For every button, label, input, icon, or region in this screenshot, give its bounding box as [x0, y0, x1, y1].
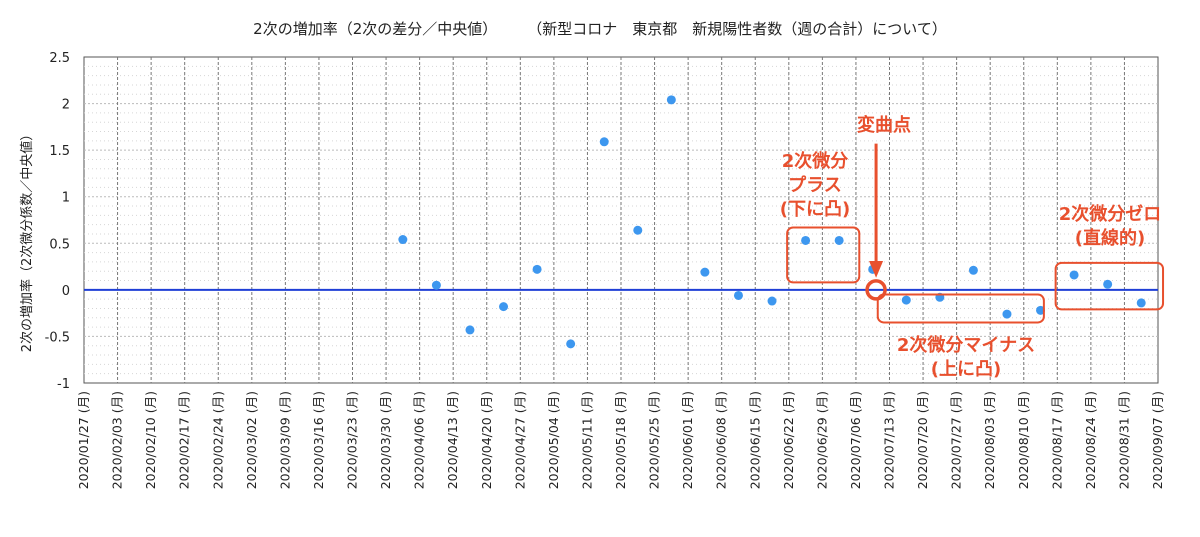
data-point	[700, 267, 710, 277]
x-tick-label: 2020/07/13 (月)	[882, 391, 897, 489]
x-tick-label: 2020/08/17 (月)	[1049, 391, 1064, 489]
x-tick-label: 2020/04/06 (月)	[412, 391, 427, 489]
annotation-second-derivative-zero: 2次微分ゼロ (直線的)	[1058, 204, 1162, 249]
inflection-point-marker	[865, 279, 887, 301]
annotation-box-minus	[876, 293, 1045, 324]
annotation-overlays	[786, 143, 1165, 324]
x-tick-label: 2020/04/13 (月)	[445, 391, 460, 489]
data-point	[834, 235, 844, 245]
data-points	[398, 95, 1146, 349]
x-tick-label: 2020/06/08 (月)	[714, 391, 729, 489]
x-tick-label: 2020/07/20 (月)	[915, 391, 930, 489]
data-point	[532, 264, 542, 274]
y-tick-label: -0.5	[45, 330, 70, 345]
x-tick-label: 2020/01/27 (月)	[76, 391, 91, 489]
y-axis-label: 2次の増加率（2次微分係数／中央値）	[20, 127, 35, 353]
x-tick-label: 2020/06/29 (月)	[814, 391, 829, 489]
x-tick-label: 2020/05/18 (月)	[613, 391, 628, 489]
annotation-inflection-point: 変曲点	[857, 115, 911, 136]
x-tick-label: 2020/03/30 (月)	[378, 391, 393, 489]
x-tick-label: 2020/04/27 (月)	[512, 391, 527, 489]
data-point	[1069, 270, 1079, 280]
y-tick-label: 2.5	[49, 51, 70, 66]
data-point	[431, 280, 441, 290]
data-point	[1036, 305, 1046, 315]
y-tick-label: 0.5	[49, 237, 70, 252]
data-point	[633, 225, 643, 235]
data-point	[465, 325, 475, 335]
x-tick-label: 2020/08/03 (月)	[982, 391, 997, 489]
x-tick-label: 2020/07/06 (月)	[848, 391, 863, 489]
x-tick-label: 2020/08/24 (月)	[1083, 391, 1098, 489]
data-point	[767, 296, 777, 306]
annotation-box-plus	[786, 226, 861, 284]
x-tick-label: 2020/06/15 (月)	[747, 391, 762, 489]
data-point	[666, 95, 676, 105]
x-tick-label: 2020/05/25 (月)	[647, 391, 662, 489]
y-tick-label: 1.5	[49, 144, 70, 159]
x-tick-label: 2020/02/03 (月)	[110, 391, 125, 489]
y-tick-label: 1	[62, 191, 70, 206]
chart-title: 2次の増加率（2次の差分／中央値） （新型コロナ 東京都 新規陽性者数（週の合計…	[253, 20, 947, 38]
x-tick-label: 2020/02/17 (月)	[177, 391, 192, 489]
x-tick-label: 2020/03/23 (月)	[345, 391, 360, 489]
data-point	[901, 295, 911, 305]
y-tick-label: 2	[62, 98, 70, 113]
x-tick-label: 2020/05/11 (月)	[579, 391, 594, 489]
x-tick-label: 2020/05/04 (月)	[546, 391, 561, 489]
x-tick-label: 2020/04/20 (月)	[479, 391, 494, 489]
x-tick-label: 2020/08/10 (月)	[1016, 391, 1031, 489]
x-tick-label: 2020/03/16 (月)	[311, 391, 326, 489]
x-tick-label: 2020/09/07 (月)	[1150, 391, 1165, 489]
data-point	[499, 302, 509, 312]
x-tick-label: 2020/07/27 (月)	[949, 391, 964, 489]
data-point	[968, 265, 978, 275]
data-point	[1103, 279, 1113, 289]
x-tick-labels: 2020/01/27 (月) 2020/02/03 (月) 2020/02/10 (…	[76, 391, 1165, 489]
data-point	[599, 137, 609, 147]
data-point	[1002, 309, 1012, 319]
vertical-gridlines	[117, 57, 1125, 383]
data-point	[566, 339, 576, 349]
annotation-second-derivative-minus: 2次微分マイナス (上に凸)	[896, 335, 1036, 380]
data-point	[1136, 298, 1146, 308]
annotation-box-zero	[1054, 261, 1165, 311]
x-tick-label: 2020/03/02 (月)	[244, 391, 259, 489]
y-tick-label: -1	[57, 377, 70, 392]
y-tick-labels: 2.5 2 1.5 1 0.5 0 -0.5 -1	[45, 51, 70, 392]
annotation-second-derivative-plus: 2次微分 プラス (下に凸)	[779, 151, 851, 220]
data-point	[801, 235, 811, 245]
y-tick-label: 0	[62, 284, 70, 299]
data-point	[733, 290, 743, 300]
data-point	[398, 235, 408, 245]
x-tick-label: 2020/06/22 (月)	[781, 391, 796, 489]
x-tick-label: 2020/08/31 (月)	[1116, 391, 1131, 489]
x-tick-label: 2020/02/24 (月)	[210, 391, 225, 489]
annotation-arrow-head	[869, 260, 884, 278]
x-tick-label: 2020/06/01 (月)	[680, 391, 695, 489]
x-tick-label: 2020/03/09 (月)	[277, 391, 292, 489]
x-tick-label: 2020/02/10 (月)	[143, 391, 158, 489]
